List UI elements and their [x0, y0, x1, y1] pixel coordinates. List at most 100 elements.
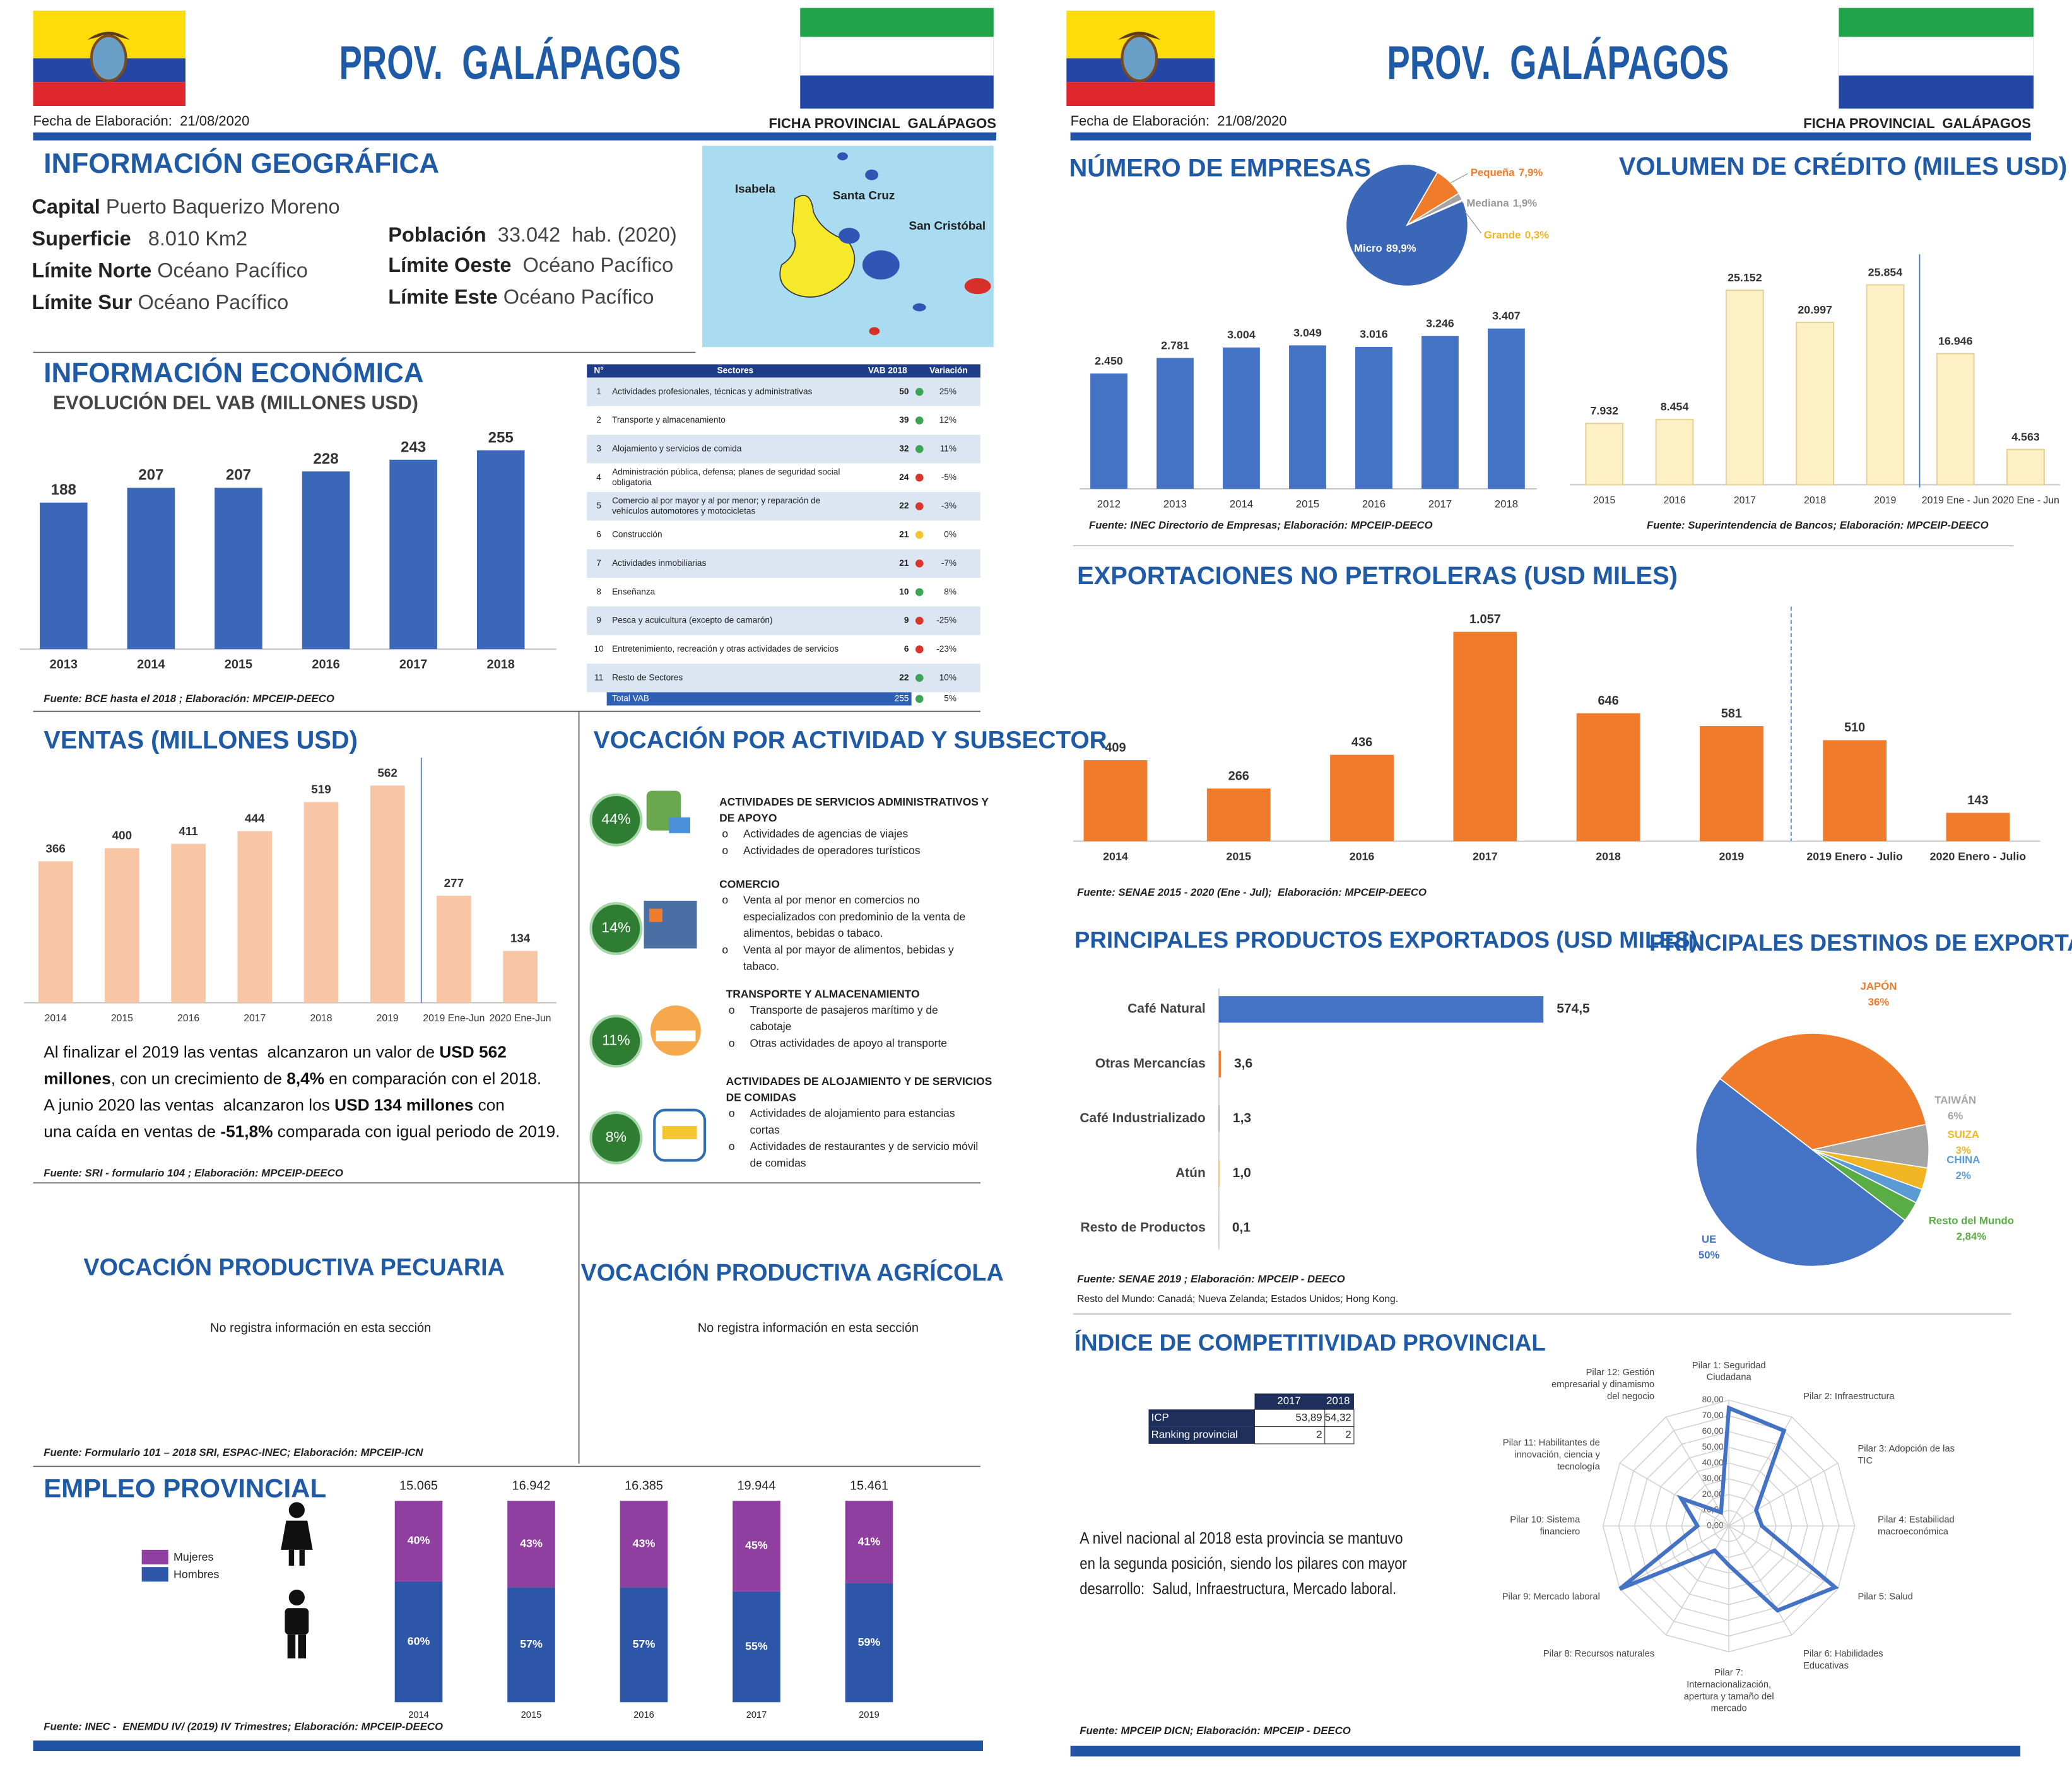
x-tick-label: 2019: [1719, 850, 1745, 862]
data-label: 574,5: [1557, 1002, 1590, 1016]
total-label: 15.461: [850, 1479, 888, 1493]
table-cell: -3%: [941, 501, 957, 510]
date: Fecha de Elaboración: 21/08/2020: [33, 113, 249, 129]
table-cell: 39: [899, 415, 909, 425]
x-tick-label: 2016: [1350, 850, 1375, 862]
bar-segment: [394, 1581, 443, 1703]
emblem-condor: [87, 32, 130, 40]
page-title: PROV. GALÁPAGOS: [1387, 36, 1729, 90]
geo-item: Capital Puerto Baquerizo Moreno: [32, 195, 339, 218]
table-cell: 3: [596, 443, 601, 453]
geo-label: Límite Sur: [32, 290, 132, 313]
table-cell: 0%: [944, 530, 957, 539]
header-bar: [1070, 132, 2031, 141]
bar-segment: [845, 1501, 893, 1584]
footer-bar: [1070, 1745, 2021, 1757]
x-tick-label: 2014: [1230, 498, 1253, 510]
table-row-bg: [587, 435, 980, 464]
x-tick-label: 2020 Ene-Jun: [490, 1013, 551, 1024]
bar: [1422, 336, 1459, 489]
pie-label: Pequeña 7,9%: [1471, 167, 1543, 179]
radar-axis-label: Pilar 7:: [1714, 1668, 1743, 1678]
text-segment: Al finalizar el 2019 las ventas alcanzar…: [44, 1042, 439, 1061]
pie-value: 3%: [1956, 1144, 1971, 1156]
x-tick-label: 2018: [487, 657, 515, 671]
data-label: 188: [51, 481, 76, 498]
table-cell: 8%: [944, 587, 957, 596]
source-note: Fuente: SRI - formulario 104 ; Elaboraci…: [44, 1167, 343, 1179]
data-label: 255: [488, 429, 514, 446]
status-dot: [915, 645, 924, 654]
section-title: EXPORTACIONES NO PETROLERAS (USD MILES): [1077, 562, 1678, 590]
data-label: 207: [226, 467, 251, 484]
status-dot: [915, 387, 924, 396]
icon-part: [288, 1549, 295, 1566]
radar-axis-label: financiero: [1540, 1527, 1580, 1537]
ficha-label: FICHA PROVINCIAL GALÁPAGOS: [1803, 115, 2031, 131]
table-cell: 11%: [940, 443, 957, 453]
table-cell: -25%: [936, 616, 957, 625]
bar-segment: [507, 1501, 555, 1588]
table-cell: 9: [596, 616, 601, 625]
table-label-bg: [1148, 1426, 1255, 1444]
emblem-condor: [1118, 32, 1161, 40]
text-segment: USD 562: [439, 1042, 506, 1061]
percent-label: 44%: [601, 811, 630, 827]
geo-item: Límite Este Océano Pacífico: [388, 285, 654, 308]
text-segment: millones: [44, 1069, 110, 1088]
table-cell: 6: [596, 530, 601, 539]
y-tick-label: Resto de Productos: [1081, 1221, 1206, 1235]
bar: [1355, 346, 1392, 489]
bar-segment: [733, 1501, 780, 1592]
y-tick-label: Café Natural: [1127, 1002, 1206, 1016]
source-note: Fuente: Superintendencia de Bancos; Elab…: [1647, 519, 1989, 531]
source-note: Fuente: MPCEIP DICN; Elaboración: MPCEIP…: [1080, 1725, 1351, 1737]
note: No registra información en esta sección: [210, 1321, 431, 1335]
table-cell: 32: [899, 443, 909, 453]
text-segment: comparada con igual periodo de 2019.: [273, 1122, 560, 1141]
pie-category: JAPÓN: [1861, 980, 1897, 992]
flag-stripe: [33, 82, 185, 106]
table-cell: Comercio al por mayor y al por menor; y …: [612, 496, 820, 505]
data-label: 4.563: [2011, 430, 2040, 443]
data-label: 55%: [745, 1639, 768, 1652]
status-dot: [915, 531, 924, 539]
text-segment: , con un crecimiento de: [111, 1069, 287, 1088]
x-tick-label: 2019 Enero - Julio: [1806, 850, 1903, 862]
data-label: 3.016: [1360, 328, 1388, 341]
radar-axis-label: del negocio: [1607, 1392, 1654, 1402]
data-label: 25.854: [1868, 266, 1903, 278]
leader-line: [1464, 211, 1482, 233]
x-tick-label: 2018: [310, 1013, 332, 1024]
table-header: N°: [594, 366, 603, 375]
table-header: Sectores: [717, 366, 754, 375]
pie-value: 36%: [1868, 996, 1890, 1008]
paragraph-line: A junio 2020 las ventas alcanzaron los U…: [44, 1095, 505, 1114]
table-cell: 1: [596, 387, 601, 396]
table-cell: Resto de Sectores: [612, 672, 683, 682]
pie-category: Mediana: [1466, 197, 1509, 209]
radar-axis-label: Pilar 2: Infraestructura: [1803, 1392, 1895, 1402]
data-label: 41%: [858, 1535, 881, 1547]
radar-axis-label: apertura y tamaño del: [1684, 1692, 1774, 1702]
x-tick-label: 2019: [377, 1013, 399, 1024]
leader-line: [1450, 173, 1468, 184]
pie-value: 2,84%: [1957, 1231, 1987, 1243]
table-cell: Alojamiento y servicios de comida: [612, 443, 742, 453]
percent-badge: [589, 793, 643, 847]
total-label: 16.942: [512, 1479, 551, 1493]
icon-part: [287, 1634, 296, 1659]
text-segment: una caída en ventas de: [44, 1122, 220, 1141]
pie-category: UE: [1702, 1233, 1716, 1245]
y-tick-label: 40,00: [1702, 1458, 1724, 1467]
geo-label: Límite Norte: [32, 259, 151, 281]
data-label: 20.997: [1798, 303, 1832, 316]
bar: [1866, 284, 1905, 486]
radar-spoke: [1728, 1462, 1839, 1527]
bar: [1936, 353, 1975, 486]
data-label: 43%: [520, 1537, 543, 1550]
radar-axis-label: TIC: [1857, 1456, 1873, 1466]
status-dot: [915, 674, 924, 683]
table-cell: Construcción: [612, 530, 662, 539]
island: [837, 152, 848, 161]
